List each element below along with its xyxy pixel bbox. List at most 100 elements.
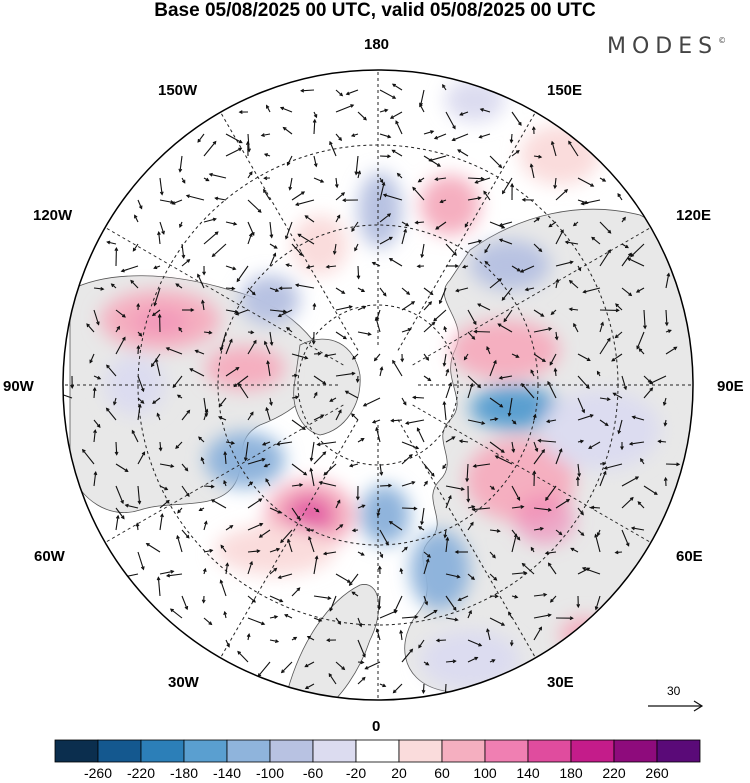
wind-vector-head (361, 676, 366, 681)
wind-vector (195, 350, 205, 355)
wind-vector-head (494, 594, 499, 599)
wind-vector (175, 283, 183, 289)
wind-vector-head (341, 666, 346, 671)
wind-vector (401, 616, 418, 619)
wind-vector-head (479, 108, 484, 112)
wind-vector (93, 388, 96, 399)
wind-vector-head (635, 289, 640, 293)
wind-vector (588, 441, 601, 449)
wind-vector (460, 111, 469, 116)
wind-vector-head (460, 487, 465, 491)
wind-vector-head (201, 599, 206, 604)
wind-vector (595, 595, 601, 610)
wind-vector (429, 155, 447, 162)
wind-vector (615, 331, 623, 338)
wind-vector (225, 133, 243, 144)
wind-vector (159, 463, 174, 467)
wind-vector-head (232, 266, 237, 271)
wind-vector (565, 241, 579, 245)
wind-vector-head (208, 621, 213, 626)
wind-vector (511, 353, 519, 358)
wind-vector-head (159, 191, 164, 196)
wind-vector (530, 164, 535, 179)
wind-vector (261, 133, 271, 137)
wind-vector-head (261, 621, 266, 626)
lon-label-90w: 90W (3, 378, 34, 395)
wind-vector-head (122, 313, 126, 318)
wind-vector (335, 192, 345, 201)
wind-vector-head (585, 385, 590, 390)
wind-vector (224, 452, 227, 465)
wind-vector (310, 441, 315, 461)
wind-vector-head (165, 347, 170, 351)
wind-vector-head (523, 570, 528, 575)
wind-vector (467, 331, 475, 340)
wind-vector-head (643, 325, 647, 330)
wind-vector-head (294, 283, 300, 288)
wind-vector-head (477, 196, 482, 201)
wind-vector (665, 346, 677, 355)
wind-vector (510, 133, 513, 143)
wind-vector-head (279, 106, 285, 111)
wind-vector (355, 155, 359, 175)
wind-vector-head (334, 184, 339, 189)
wind-vector-head (277, 510, 282, 514)
wind-vector-head (452, 659, 457, 664)
wind-vector (577, 507, 584, 515)
wind-vector-head (379, 366, 384, 371)
wind-vector-head (355, 378, 360, 383)
wind-vector (287, 539, 293, 553)
wind-vector-head (315, 508, 320, 513)
wind-vector (357, 677, 366, 685)
wind-vector-head (425, 661, 430, 666)
wind-vector (467, 309, 477, 325)
wind-vector (379, 109, 388, 113)
meridian-line (220, 419, 359, 659)
wind-vector (599, 221, 611, 234)
wind-vector-head (305, 265, 311, 270)
wind-vector (533, 353, 546, 362)
map-disc (63, 70, 693, 700)
wind-vector-head (203, 520, 208, 525)
wind-vector-head (137, 403, 142, 408)
wind-vector (326, 265, 337, 268)
wind-vector-head (374, 316, 379, 321)
wind-vector-head (351, 227, 355, 232)
wind-vector (291, 463, 307, 476)
wind-vector-head (435, 638, 440, 643)
wind-vector-head (617, 430, 622, 435)
wind-vector (379, 89, 396, 99)
wind-vector-head (70, 384, 75, 389)
wind-vector-head (115, 514, 120, 519)
wind-vector (203, 549, 213, 553)
wind-vector-head (208, 330, 213, 335)
wind-vector-head (388, 483, 393, 488)
wind-vector-head (451, 137, 456, 142)
wind-vector-head (425, 558, 430, 563)
wind-vector-head (237, 650, 242, 655)
wind-vector (291, 191, 305, 201)
wind-vector-head (620, 446, 624, 451)
wind-vector (335, 215, 341, 223)
wind-vector-head (666, 272, 671, 277)
wind-vector (377, 507, 381, 516)
wind-vector-head (443, 698, 448, 700)
wind-vector-head (354, 171, 359, 176)
wind-vector (236, 265, 249, 282)
wind-vector-head (442, 400, 447, 406)
wind-vector-head (550, 311, 555, 316)
wind-vector (291, 353, 308, 359)
wind-vector-head (170, 569, 175, 574)
wind-vector (423, 130, 434, 135)
wind-vector-head (521, 562, 526, 567)
wind-vector-head (623, 386, 628, 391)
wind-vector (393, 595, 403, 613)
wind-vector-head (576, 603, 581, 609)
wind-vector-head (131, 429, 136, 434)
wind-vector-head (590, 505, 595, 510)
wind-vector-head (211, 253, 216, 258)
wind-vector (423, 353, 429, 361)
wind-vector (357, 639, 366, 657)
wind-vector (313, 556, 318, 575)
wind-vector-head (417, 178, 422, 183)
